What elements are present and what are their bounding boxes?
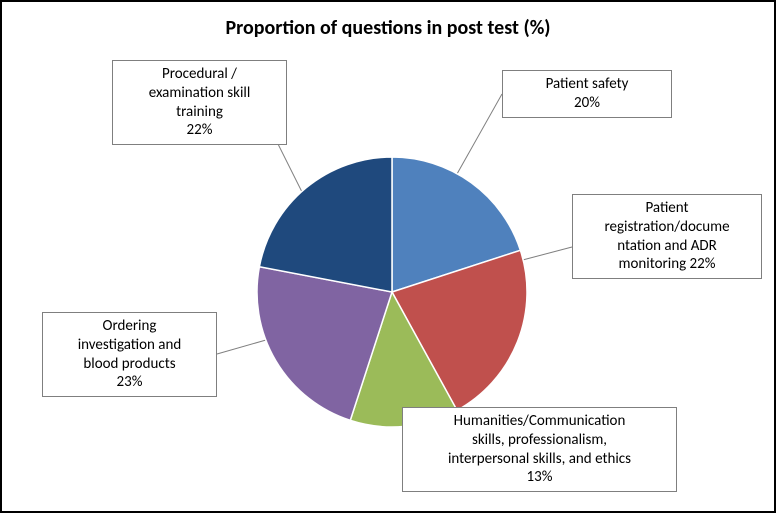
slice-label: Orderinginvestigation andblood products2… <box>42 312 217 397</box>
pie-chart <box>257 157 527 432</box>
slice-label-line: examination skill <box>123 84 276 103</box>
pie-svg <box>257 157 527 427</box>
slice-label-line: Patient <box>583 199 751 218</box>
slice-label-line: 22% <box>123 121 276 140</box>
slice-label-line: 13% <box>413 468 666 487</box>
slice-label: Patientregistration/documentation and AD… <box>572 194 762 279</box>
slice-label-line: Humanities/Communication <box>413 412 666 431</box>
slice-label-line: Procedural / <box>123 65 276 84</box>
slice-label-line: monitoring 22% <box>583 255 751 274</box>
slice-label-line: ntation and ADR <box>583 237 751 256</box>
slice-label-line: skills, professionalism, <box>413 431 666 450</box>
slice-label-line: Ordering <box>53 317 206 336</box>
slice-label: Procedural /examination skilltraining22% <box>112 60 287 145</box>
slice-label-line: 20% <box>513 94 661 113</box>
slice-label: Humanities/Communicationskills, professi… <box>402 407 677 492</box>
slice-label-line: registration/docume <box>583 218 751 237</box>
slice-label: Patient safety20% <box>502 70 672 118</box>
slice-label-line: training <box>123 103 276 122</box>
chart-frame: Proportion of questions in post test (%)… <box>0 0 776 513</box>
slice-label-line: Patient safety <box>513 75 661 94</box>
slice-label-line: 23% <box>53 373 206 392</box>
slice-label-line: interpersonal skills, and ethics <box>413 450 666 469</box>
slice-label-line: investigation and <box>53 336 206 355</box>
slice-label-line: blood products <box>53 355 206 374</box>
